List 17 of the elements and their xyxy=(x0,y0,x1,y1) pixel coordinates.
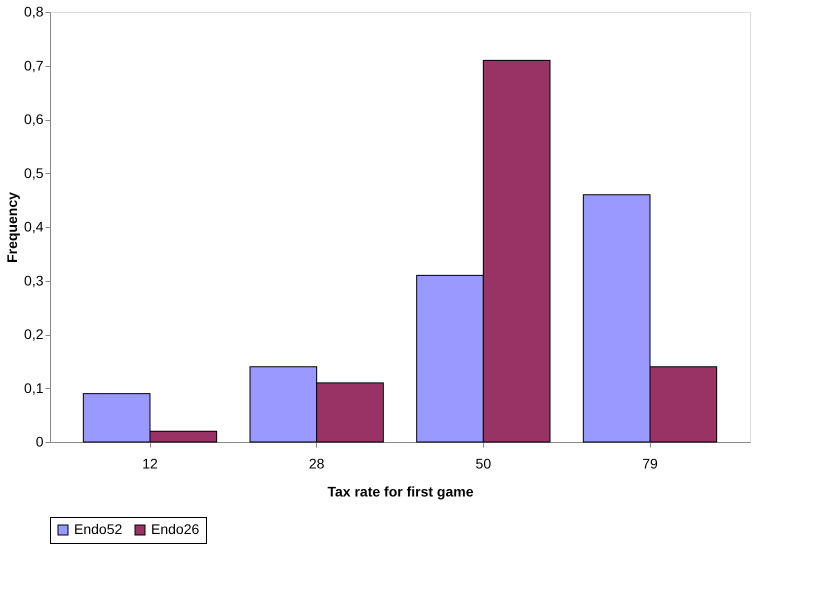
y-tick-label: 0,3 xyxy=(24,272,44,288)
y-tick-label: 0,8 xyxy=(24,4,44,20)
x-axis-title: Tax rate for first game xyxy=(327,484,474,500)
y-tick-label: 0,2 xyxy=(24,326,44,342)
y-tick-label: 0,6 xyxy=(24,111,44,127)
y-tick-label: 0,5 xyxy=(24,164,44,181)
y-tick-label: 0 xyxy=(36,434,44,450)
legend-label: Endo26 xyxy=(151,521,200,537)
x-tick-label: 50 xyxy=(476,456,492,472)
x-tick-label: 28 xyxy=(308,456,325,472)
x-tick-label: 79 xyxy=(642,456,658,472)
y-tick-label: 0,7 xyxy=(24,57,44,74)
y-tick-label: 0,4 xyxy=(24,218,44,234)
x-tick-label: 12 xyxy=(142,456,158,472)
legend-label: Endo52 xyxy=(74,521,122,537)
y-axis-title: Frequency xyxy=(4,192,20,263)
y-tick-label: 0,1 xyxy=(24,380,44,396)
